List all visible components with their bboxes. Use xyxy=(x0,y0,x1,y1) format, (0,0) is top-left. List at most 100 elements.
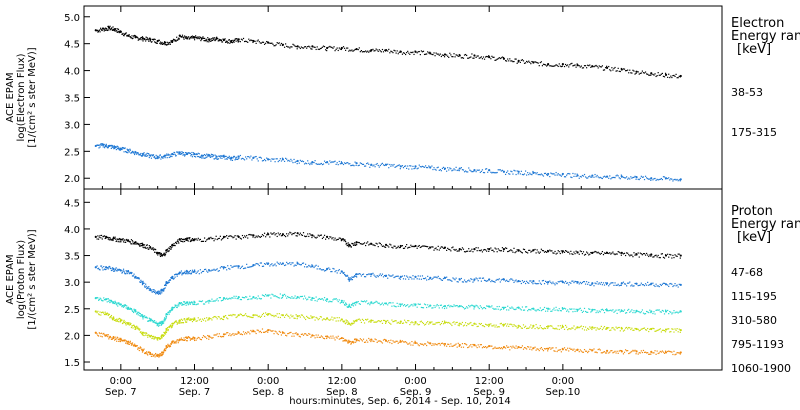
proton-data-dot xyxy=(262,265,265,267)
electron-data-dot xyxy=(322,163,325,165)
proton-data-dot xyxy=(471,346,473,348)
proton-data-dot xyxy=(296,318,298,320)
proton-data-dot xyxy=(597,328,599,330)
proton-data-dot xyxy=(611,282,613,284)
proton-data-point xyxy=(281,294,285,297)
proton-data-dot xyxy=(331,316,333,318)
electron-data-point xyxy=(576,174,579,177)
proton-data-dot xyxy=(280,235,283,237)
proton-data-dot xyxy=(250,298,252,300)
electron-data-dot xyxy=(435,169,437,171)
electron-data-dot xyxy=(609,175,611,177)
proton-data-dot xyxy=(271,263,273,265)
proton-data-dot xyxy=(526,327,528,330)
electron-data-dot xyxy=(279,44,281,46)
electron-data-dot xyxy=(151,154,153,156)
proton-data-dot xyxy=(628,352,630,355)
electron-data-dot xyxy=(181,151,183,153)
electron-data-dot xyxy=(515,58,517,60)
proton-data-point xyxy=(488,344,491,348)
proton-data-dot xyxy=(153,289,155,291)
electron-data-dot xyxy=(350,164,352,167)
electron-data-dot xyxy=(106,28,108,30)
proton-data-dot xyxy=(554,284,556,286)
proton-data-point xyxy=(429,342,432,345)
proton-data-dot xyxy=(114,300,116,302)
proton-data-dot xyxy=(163,322,165,324)
proton-data-dot xyxy=(596,327,598,329)
proton-data-point xyxy=(635,253,638,256)
proton-data-dot xyxy=(538,327,540,329)
proton-data-dot xyxy=(237,331,239,333)
proton-data-dot xyxy=(352,243,354,245)
proton-data-dot xyxy=(375,339,377,341)
proton-data-dot xyxy=(524,306,527,308)
electron-data-dot xyxy=(659,74,661,76)
proton-data-dot xyxy=(392,274,394,276)
electron-data-dot xyxy=(447,167,449,169)
proton-data-dot xyxy=(207,300,209,302)
proton-data-dot xyxy=(202,319,205,321)
proton-data-dot xyxy=(277,262,279,265)
proton-data-dot xyxy=(611,252,613,254)
proton-data-dot xyxy=(677,286,679,288)
proton-data-dot xyxy=(177,305,179,307)
proton-data-dot xyxy=(626,350,628,352)
electron-data-dot xyxy=(153,38,155,40)
proton-data-dot xyxy=(280,314,283,316)
proton-data-dot xyxy=(367,303,369,305)
proton-data-point xyxy=(605,251,609,254)
electron-data-dot xyxy=(316,46,318,48)
proton-data-dot xyxy=(350,278,352,280)
proton-data-dot xyxy=(573,325,575,327)
proton-data-dot xyxy=(481,308,484,310)
proton-data-dot xyxy=(274,295,276,297)
proton-data-dot xyxy=(590,251,592,254)
proton-data-dot xyxy=(543,306,546,309)
proton-data-dot xyxy=(372,244,374,246)
proton-data-dot xyxy=(631,309,633,311)
electron-data-point xyxy=(119,30,122,33)
proton-data-dot xyxy=(133,277,136,279)
proton-data-dot xyxy=(540,310,542,312)
electron-data-dot xyxy=(239,154,241,157)
proton-data-point xyxy=(94,331,97,334)
proton-data-dot xyxy=(616,253,618,255)
proton-data-dot xyxy=(182,301,185,303)
proton-data-dot xyxy=(383,319,386,322)
proton-data-dot xyxy=(222,318,225,321)
proton-data-dot xyxy=(637,328,639,330)
proton-data-dot xyxy=(300,333,303,336)
proton-series-795-1193 xyxy=(94,310,682,341)
proton-data-dot xyxy=(519,250,521,252)
proton-data-dot xyxy=(193,269,196,271)
proton-data-dot xyxy=(649,328,651,330)
proton-data-dot xyxy=(317,334,319,336)
proton-data-dot xyxy=(346,340,348,342)
proton-data-dot xyxy=(594,326,596,329)
proton-data-dot xyxy=(610,282,612,284)
proton-data-dot xyxy=(316,336,318,338)
proton-data-dot xyxy=(352,320,355,322)
proton-data-dot xyxy=(298,297,300,299)
proton-data-dot xyxy=(330,236,332,238)
electron-data-dot xyxy=(331,46,333,49)
proton-data-dot xyxy=(616,350,618,352)
proton-data-dot xyxy=(115,238,117,240)
proton-data-dot xyxy=(594,282,596,284)
proton-data-dot xyxy=(140,279,142,281)
electron-data-dot xyxy=(571,62,573,64)
proton-data-point xyxy=(591,251,594,254)
electron-data-dot xyxy=(256,158,258,160)
electron-data-dot xyxy=(590,176,592,178)
proton-data-dot xyxy=(440,304,442,306)
proton-data-dot xyxy=(189,303,191,305)
proton-data-dot xyxy=(597,251,599,253)
proton-data-dot xyxy=(498,326,500,328)
proton-data-dot xyxy=(396,340,398,342)
electron-data-dot xyxy=(205,38,207,40)
proton-data-dot xyxy=(411,245,413,248)
proton-data-dot xyxy=(656,350,658,352)
electron-data-dot xyxy=(588,65,590,67)
electron-data-dot xyxy=(370,50,372,53)
